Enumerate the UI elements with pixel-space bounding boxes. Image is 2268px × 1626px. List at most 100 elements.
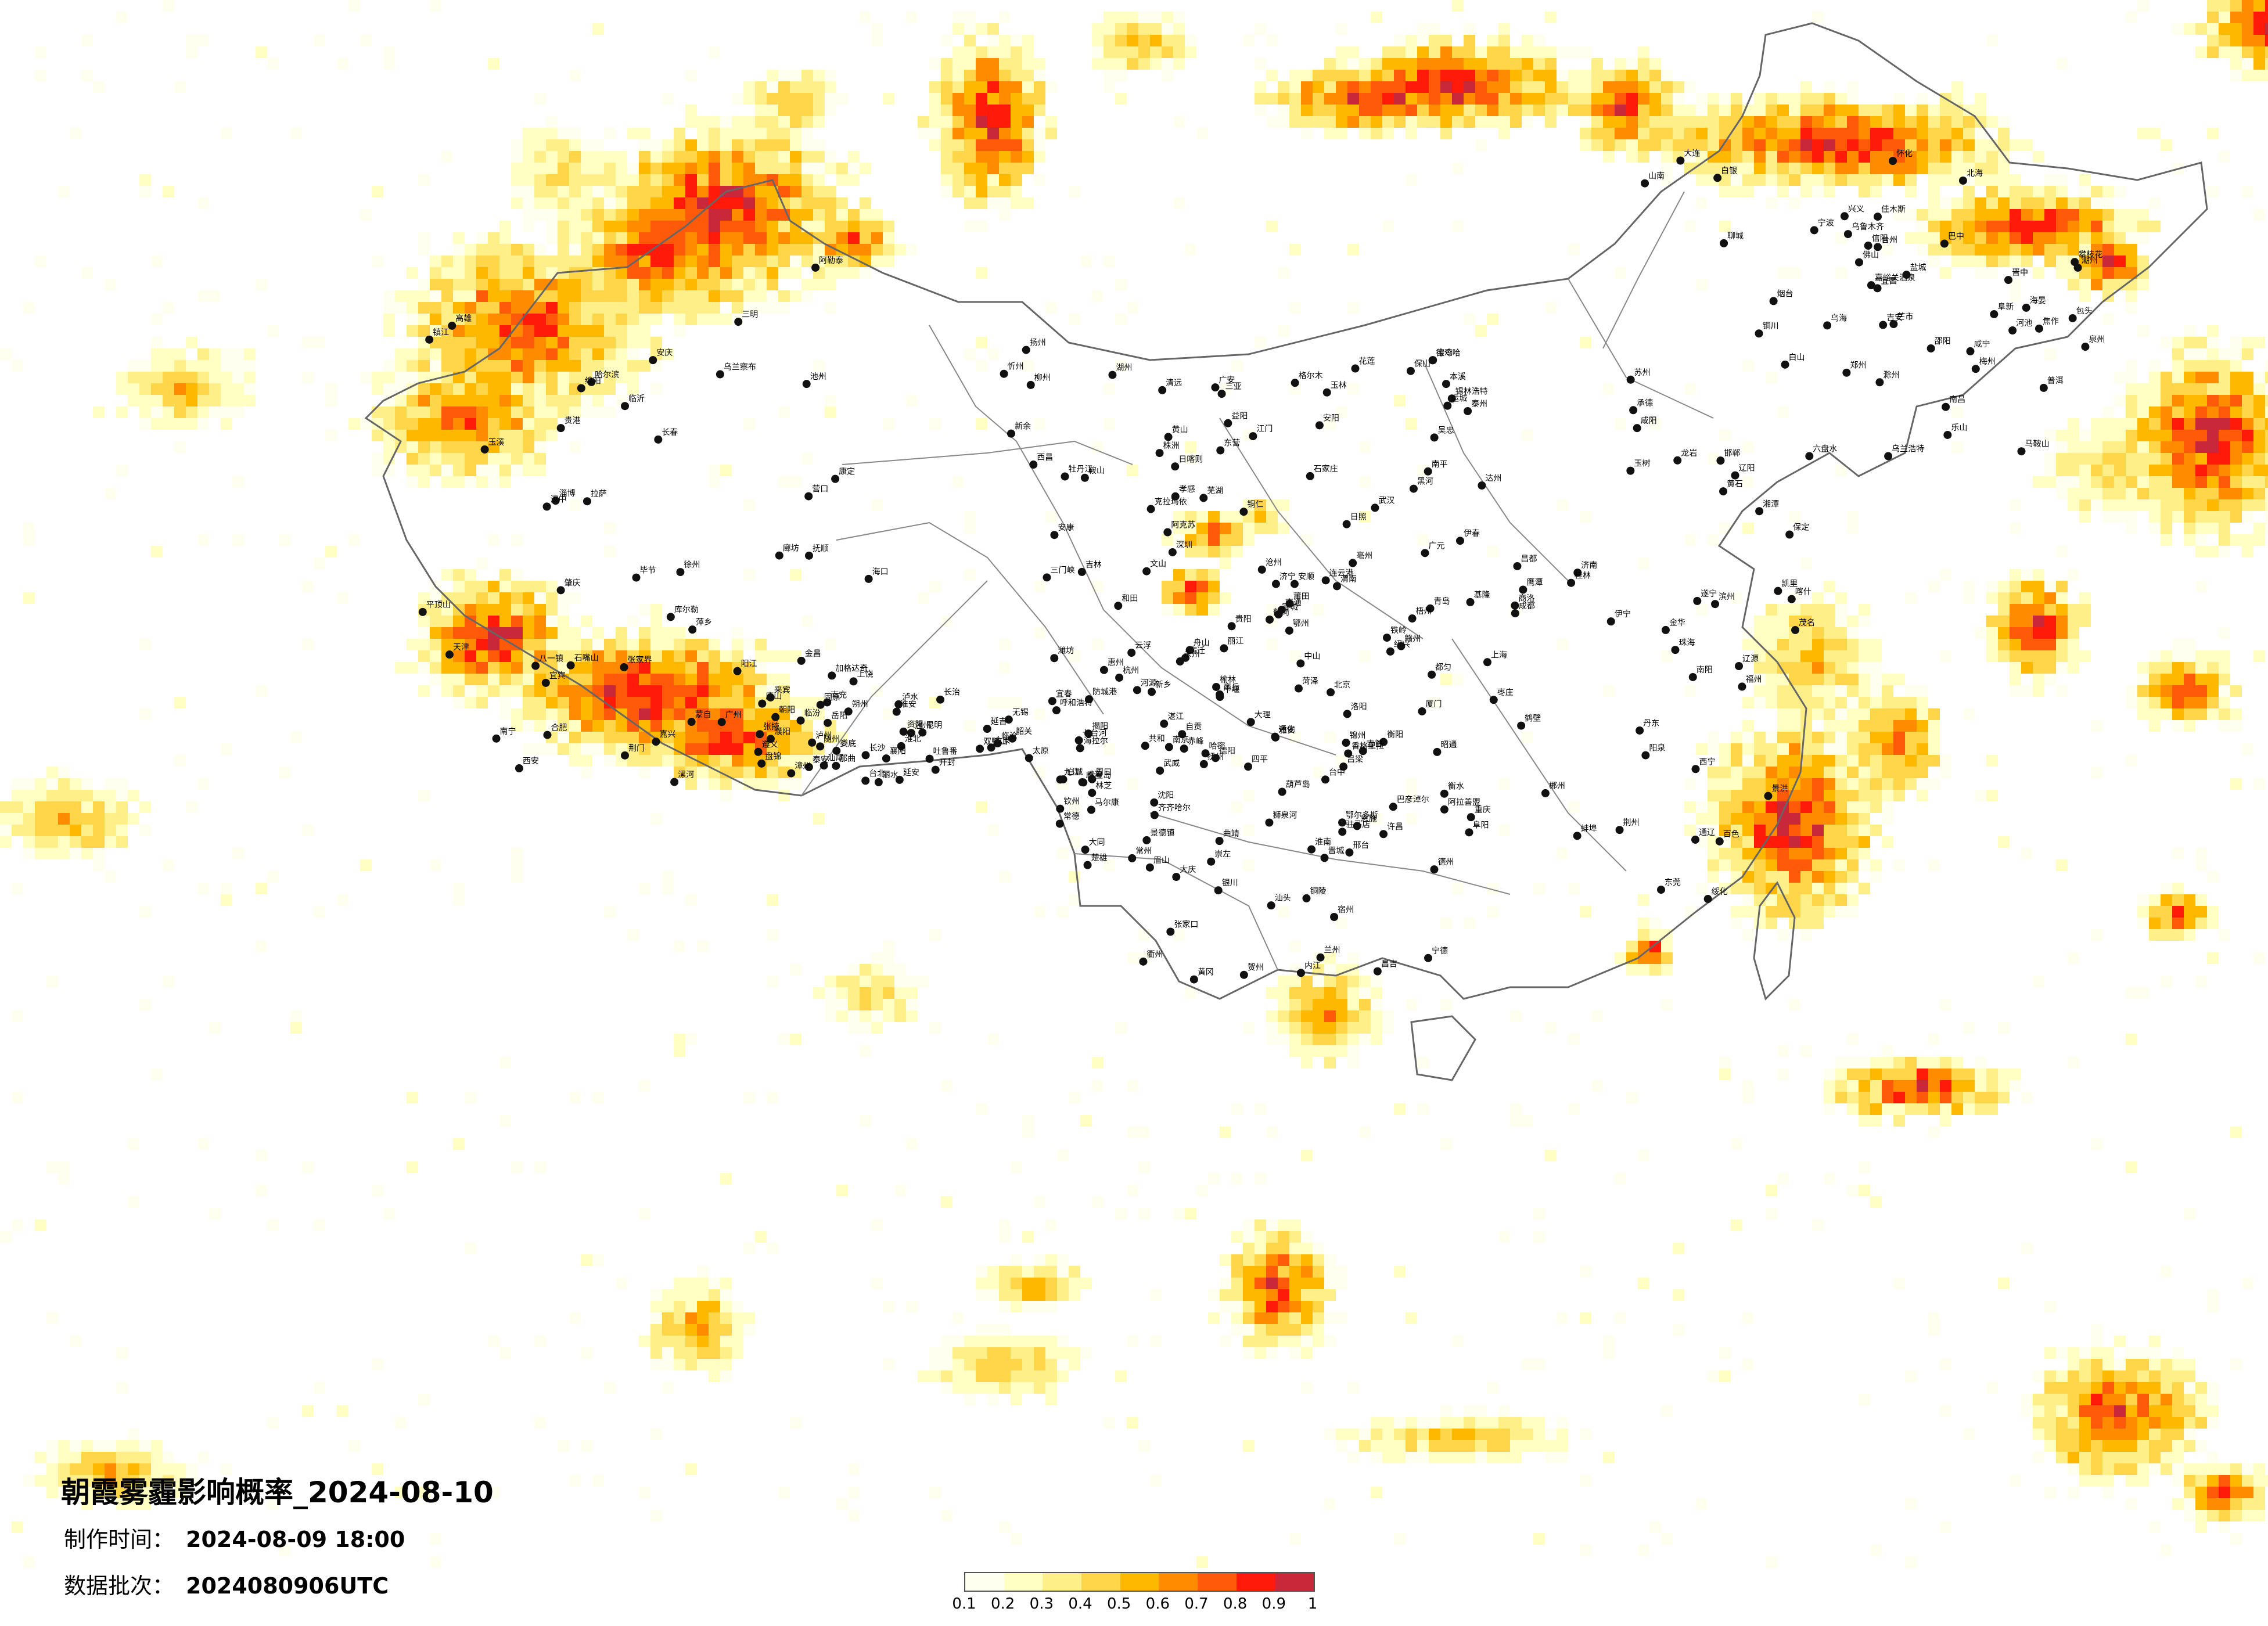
probability-cell [2230, 465, 2242, 476]
probability-cell [2184, 395, 2195, 406]
probability-cell [1045, 1220, 1057, 1231]
probability-cell [2195, 360, 2207, 372]
probability-cell [476, 557, 488, 569]
probability-cell [697, 1336, 709, 1347]
probability-cell [1498, 70, 1510, 81]
probability-cell [407, 1092, 418, 1103]
probability-cell [1800, 801, 1812, 813]
probability-cell [1719, 174, 1731, 186]
probability-cell [1940, 128, 1951, 139]
probability-cell [1510, 93, 1522, 105]
probability-cell [1719, 767, 1731, 778]
probability-cell [12, 883, 23, 894]
probability-cell [2079, 1475, 2091, 1487]
probability-cell [476, 372, 488, 383]
probability-cell [1626, 93, 1638, 105]
city-label: 乌兰浩特 [1892, 445, 1924, 454]
probability-cell [465, 627, 476, 639]
probability-cell [929, 1347, 941, 1359]
probability-cell [1487, 1452, 1498, 1463]
probability-cell [697, 128, 709, 139]
probability-cell [2021, 592, 2033, 604]
probability-cell [860, 244, 871, 256]
probability-cell [1800, 720, 1812, 732]
probability-cell [987, 1289, 999, 1301]
probability-cell [93, 1475, 105, 1487]
probability-cell [2149, 1521, 2161, 1533]
probability-cell [58, 1161, 70, 1173]
probability-cell [2044, 453, 2056, 465]
probability-cell [1173, 929, 1185, 941]
probability-cell [1835, 767, 1847, 778]
probability-cell [1754, 685, 1766, 697]
probability-cell [2126, 290, 2137, 302]
probability-cell [1336, 1440, 1347, 1452]
probability-cell [1986, 639, 1998, 650]
probability-cell [1557, 1312, 1568, 1324]
probability-cell [581, 708, 592, 720]
probability-cell [1882, 767, 1893, 778]
probability-cell [778, 256, 790, 267]
probability-cell [1800, 848, 1812, 859]
probability-cell [929, 116, 941, 128]
probability-cell [2184, 918, 2195, 929]
probability-cell [825, 93, 836, 105]
probability-cell [1835, 116, 1847, 128]
probability-cell [105, 1463, 116, 1475]
probability-cell [1789, 697, 1800, 708]
city-marker [1266, 615, 1274, 624]
probability-cell [1661, 81, 1673, 93]
probability-cell [1742, 441, 1754, 453]
probability-cell [1824, 81, 1835, 93]
probability-cell [546, 151, 558, 163]
probability-cell [1824, 604, 1835, 616]
probability-cell [2161, 430, 2172, 441]
probability-cell [1882, 708, 1893, 720]
probability-cell [1580, 81, 1591, 93]
probability-cell [1905, 232, 1917, 244]
probability-cell [2207, 650, 2219, 662]
probability-cell [1359, 1127, 1371, 1138]
probability-cell [581, 290, 592, 302]
probability-cell [476, 279, 488, 290]
probability-cell [1255, 58, 1266, 70]
probability-cell [581, 697, 592, 708]
probability-cell [2021, 209, 2033, 221]
probability-cell [709, 1289, 720, 1301]
probability-cell [1905, 1556, 1917, 1568]
probability-cell [1800, 778, 1812, 790]
probability-cell [1231, 1289, 1243, 1301]
probability-cell [430, 453, 441, 465]
probability-cell [825, 105, 836, 116]
probability-cell [2195, 430, 2207, 441]
probability-cell [1045, 116, 1057, 128]
probability-cell [1789, 105, 1800, 116]
probability-cell [2207, 1510, 2219, 1521]
probability-cell [465, 430, 476, 441]
probability-cell [1196, 604, 1208, 616]
probability-cell [941, 70, 953, 81]
probability-cell [1742, 116, 1754, 128]
probability-cell [1719, 755, 1731, 767]
probability-cell [964, 221, 976, 232]
probability-cell [1429, 70, 1440, 81]
probability-cell [1011, 1266, 1022, 1278]
probability-cell [81, 35, 93, 46]
probability-cell [1580, 1266, 1591, 1278]
probability-cell [1406, 1417, 1417, 1429]
probability-cell [1766, 685, 1777, 697]
probability-cell [174, 383, 186, 395]
probability-cell [860, 197, 871, 209]
probability-cell [558, 360, 569, 372]
probability-cell [128, 372, 139, 383]
probability-cell [1324, 732, 1336, 743]
probability-cell [383, 290, 395, 302]
probability-cell [1777, 406, 1789, 418]
probability-cell [697, 244, 709, 256]
probability-cell [674, 209, 685, 221]
probability-cell [1278, 523, 1289, 534]
probability-cell [1917, 105, 1928, 116]
probability-cell [546, 290, 558, 302]
probability-cell [1847, 1092, 1859, 1103]
probability-cell [685, 1312, 697, 1324]
